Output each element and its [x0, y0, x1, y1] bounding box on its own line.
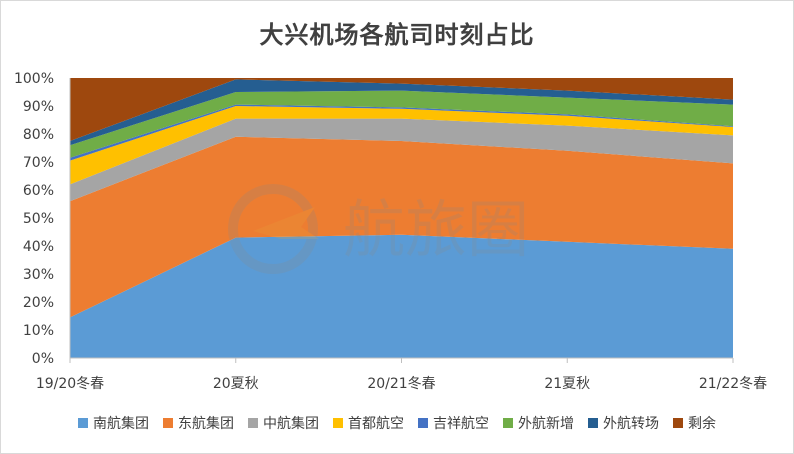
- legend-swatch: [78, 418, 88, 428]
- y-tick-label: 30%: [23, 267, 54, 283]
- x-tick-label: 21夏秋: [544, 376, 590, 392]
- legend-item: 南航集团: [78, 413, 149, 433]
- legend-label: 东航集团: [178, 416, 234, 432]
- area-series-6: [70, 90, 733, 158]
- legend-label: 首都航空: [348, 416, 404, 432]
- area-series-7: [70, 79, 733, 146]
- legend-item: 外航转场: [588, 413, 659, 433]
- legend-item: 首都航空: [333, 413, 404, 433]
- y-tick-label: 70%: [23, 155, 54, 171]
- area-series-3: [70, 118, 733, 202]
- legend-item: 剩余: [673, 413, 716, 433]
- legend-swatch: [163, 418, 173, 428]
- legend-swatch: [588, 418, 598, 428]
- y-tick-label: 10%: [23, 323, 54, 339]
- legend-label: 中航集团: [263, 416, 319, 432]
- y-tick-label: 20%: [23, 295, 54, 311]
- x-tick-label: 20/21冬春: [367, 376, 435, 392]
- y-tick-label: 50%: [23, 211, 54, 227]
- legend-item: 东航集团: [163, 413, 234, 433]
- legend-swatch: [418, 418, 428, 428]
- x-tick-label: 19/20冬春: [36, 376, 104, 392]
- x-tick-label: 21/22冬春: [699, 376, 767, 392]
- legend-item: 外航新增: [503, 413, 574, 433]
- area-series-2: [70, 136, 733, 318]
- y-tick-label: 60%: [23, 183, 54, 199]
- legend-label: 吉祥航空: [433, 416, 489, 432]
- legend-swatch: [503, 418, 513, 428]
- legend-swatch: [248, 418, 258, 428]
- y-tick-label: 90%: [23, 99, 54, 115]
- y-tick-label: 100%: [14, 71, 54, 87]
- area-series-8: [70, 78, 733, 141]
- x-tick-label: 20夏秋: [213, 376, 259, 392]
- legend-label: 南航集团: [93, 416, 149, 432]
- chart-title: 大兴机场各航司时刻占比: [259, 21, 535, 49]
- legend-label: 外航转场: [603, 416, 659, 432]
- legend-item: 吉祥航空: [418, 413, 489, 433]
- y-tick-label: 40%: [23, 239, 54, 255]
- legend-swatch: [673, 418, 683, 428]
- legend: 南航集团 东航集团 中航集团 首都航空 吉祥航空 外航新增 外航转场 剩余: [1, 413, 793, 433]
- legend-label: 外航新增: [518, 416, 574, 432]
- legend-swatch: [333, 418, 343, 428]
- y-tick-label: 0%: [32, 351, 54, 367]
- legend-label: 剩余: [688, 416, 716, 432]
- y-tick-label: 80%: [23, 127, 54, 143]
- legend-item: 中航集团: [248, 413, 319, 433]
- area-series-1: [70, 234, 733, 358]
